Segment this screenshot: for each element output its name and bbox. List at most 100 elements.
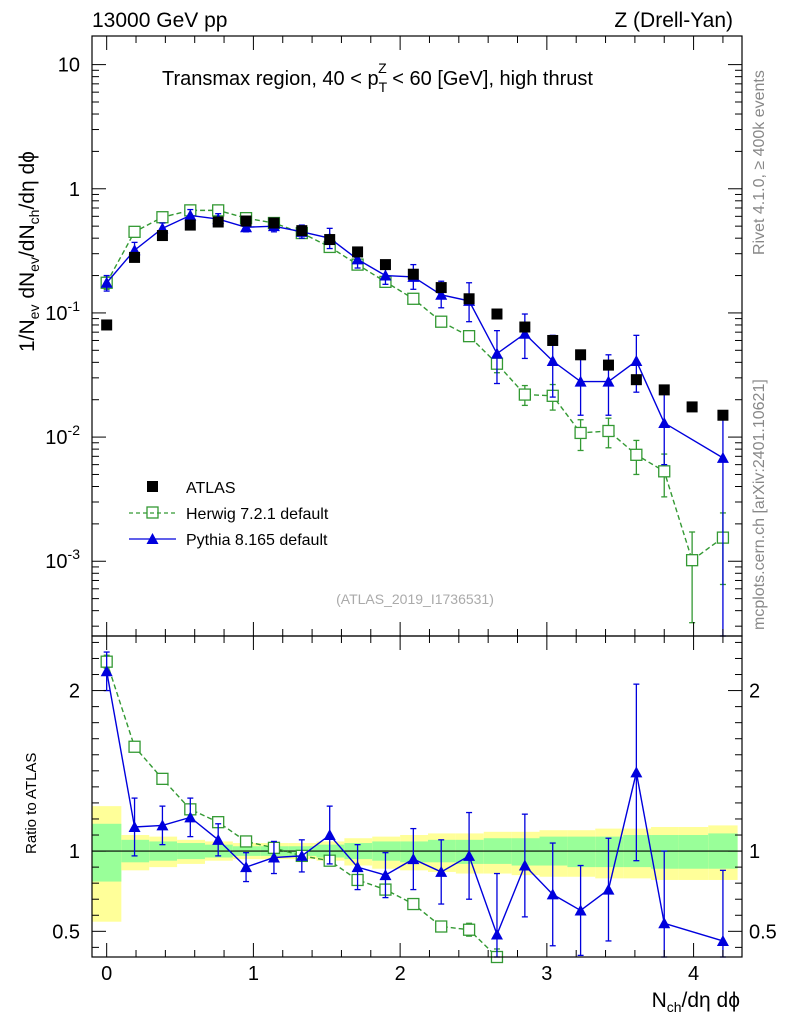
herwig-ratio-point bbox=[156, 772, 169, 785]
ratio-y-tick-label-right: 1 bbox=[749, 841, 760, 863]
pythia-point bbox=[658, 416, 671, 428]
pythia-point bbox=[240, 221, 253, 233]
plot-title: Transmax region, 40 < pTZ < 60 [GeV], hi… bbox=[162, 60, 593, 95]
main-y-label: 1/Nev dNev/dNch/dη dϕ bbox=[16, 151, 42, 352]
atlas-point bbox=[324, 234, 336, 246]
ratio-x-label: Nch/dη dϕ bbox=[652, 989, 740, 1015]
herwig-point bbox=[156, 211, 169, 224]
atlas-point bbox=[156, 230, 168, 242]
legend-pythia-marker bbox=[146, 533, 159, 544]
pythia-ratio-point bbox=[240, 861, 253, 873]
analysis-watermark: (ATLAS_2019_I1736531) bbox=[336, 591, 494, 607]
atlas-point bbox=[575, 349, 587, 361]
pythia-ratio-point bbox=[490, 928, 503, 940]
pythia-ratio-point bbox=[518, 859, 531, 871]
herwig-point bbox=[462, 330, 476, 343]
herwig-point bbox=[658, 465, 671, 478]
ratio-panel-frame bbox=[91, 635, 743, 958]
atlas-point bbox=[184, 219, 196, 231]
herwig-ratio-point bbox=[435, 920, 448, 933]
green-band-bin bbox=[678, 835, 709, 869]
header-left: 13000 GeV pp bbox=[92, 9, 227, 32]
pythia-point bbox=[630, 355, 643, 367]
pythia-point bbox=[184, 209, 197, 221]
pythia-ratio-point bbox=[407, 853, 420, 865]
atlas-point bbox=[379, 259, 391, 271]
green-band-bin bbox=[92, 823, 122, 882]
herwig-point bbox=[518, 388, 531, 401]
green-band-bin bbox=[567, 836, 596, 868]
atlas-point bbox=[491, 308, 503, 320]
atlas-point bbox=[519, 321, 531, 333]
ratio-x-tick-label: 4 bbox=[688, 963, 699, 985]
pythia-point bbox=[518, 327, 531, 339]
ratio-x-tick-label: 0 bbox=[101, 963, 112, 985]
header-right: Z (Drell-Yan) bbox=[614, 9, 733, 32]
pythia-point bbox=[379, 269, 392, 281]
green-band-bin bbox=[651, 835, 679, 869]
ratio-y-tick-label-right: 2 bbox=[749, 681, 760, 703]
pythia-point bbox=[574, 375, 587, 387]
herwig-point bbox=[602, 424, 615, 438]
legend-herwig-label: Herwig 7.2.1 default bbox=[186, 506, 329, 523]
pythia-ratio-point bbox=[100, 665, 113, 677]
main-y-tick-label: 10 bbox=[58, 55, 80, 77]
pythia-ratio-point bbox=[716, 934, 729, 946]
herwig-point bbox=[128, 225, 141, 238]
ratio-x-tick-label: 3 bbox=[541, 963, 552, 985]
ratio-x-tick-label: 2 bbox=[395, 963, 406, 985]
ratio-x-tick-label: 1 bbox=[248, 963, 259, 985]
herwig-point bbox=[407, 292, 420, 305]
pythia-ratio-point bbox=[435, 865, 448, 877]
atlas-point bbox=[101, 319, 113, 331]
pythia-point bbox=[435, 288, 448, 300]
pythia-ratio-point bbox=[546, 888, 559, 900]
pythia-ratio-point bbox=[184, 811, 197, 823]
legend-atlas-marker bbox=[147, 481, 158, 492]
atlas-point bbox=[240, 215, 252, 227]
legend: ATLAS Herwig 7.2.1 default Pythia 8.165 … bbox=[129, 480, 329, 549]
pythia-ratio-point bbox=[128, 820, 141, 832]
atlas-point bbox=[268, 217, 280, 229]
atlas-point bbox=[129, 251, 141, 263]
ratio-y-tick-label-left: 1 bbox=[69, 841, 80, 863]
legend-atlas-label: ATLAS bbox=[186, 480, 236, 497]
herwig-point bbox=[574, 426, 587, 440]
pythia-point bbox=[100, 276, 113, 288]
green-band-bin bbox=[595, 836, 624, 868]
mcplots-label: mcplots.cern.ch [arXiv:2401.10621] bbox=[751, 379, 768, 630]
ratio-y-tick-label-right: 0.5 bbox=[749, 921, 777, 943]
herwig-ratio-line bbox=[106, 661, 498, 958]
atlas-point bbox=[717, 409, 729, 421]
herwig-ratio-point bbox=[239, 835, 253, 848]
pythia-ratio-point bbox=[212, 833, 225, 845]
pythia-ratio-point bbox=[156, 819, 169, 831]
atlas-point bbox=[658, 384, 670, 396]
atlas-point bbox=[602, 359, 614, 371]
main-y-tick-label: 10-1 bbox=[45, 298, 80, 325]
herwig-ratio-point bbox=[407, 897, 420, 911]
pythia-line bbox=[106, 214, 724, 459]
rivet-label: Rivet 4.1.0, ≥ 400k events bbox=[751, 70, 768, 255]
ratio-y-tick-label-left: 2 bbox=[69, 681, 80, 703]
pythia-ratio-point bbox=[323, 829, 336, 841]
pythia-ratio-point bbox=[267, 851, 280, 863]
pythia-point bbox=[546, 355, 559, 367]
ratio-y-tick-label-left: 0.5 bbox=[52, 921, 80, 943]
atlas-point bbox=[463, 293, 475, 305]
atlas-point bbox=[212, 216, 224, 228]
pythia-ratio-point bbox=[658, 917, 671, 929]
pythia-point bbox=[602, 375, 615, 387]
atlas-point bbox=[407, 268, 419, 280]
ratio-y-label: Ratio to ATLAS bbox=[23, 753, 40, 854]
atlas-point bbox=[547, 334, 559, 346]
main-y-tick-label: 10-3 bbox=[45, 546, 80, 573]
atlas-point bbox=[296, 225, 308, 237]
pythia-ratio-point bbox=[295, 849, 308, 861]
herwig-ratio-point bbox=[128, 740, 141, 753]
pythia-ratio-point bbox=[351, 861, 364, 873]
pythia-ratio-line bbox=[105, 671, 724, 942]
legend-herwig-marker bbox=[146, 506, 159, 519]
title-sub: T bbox=[379, 79, 388, 95]
